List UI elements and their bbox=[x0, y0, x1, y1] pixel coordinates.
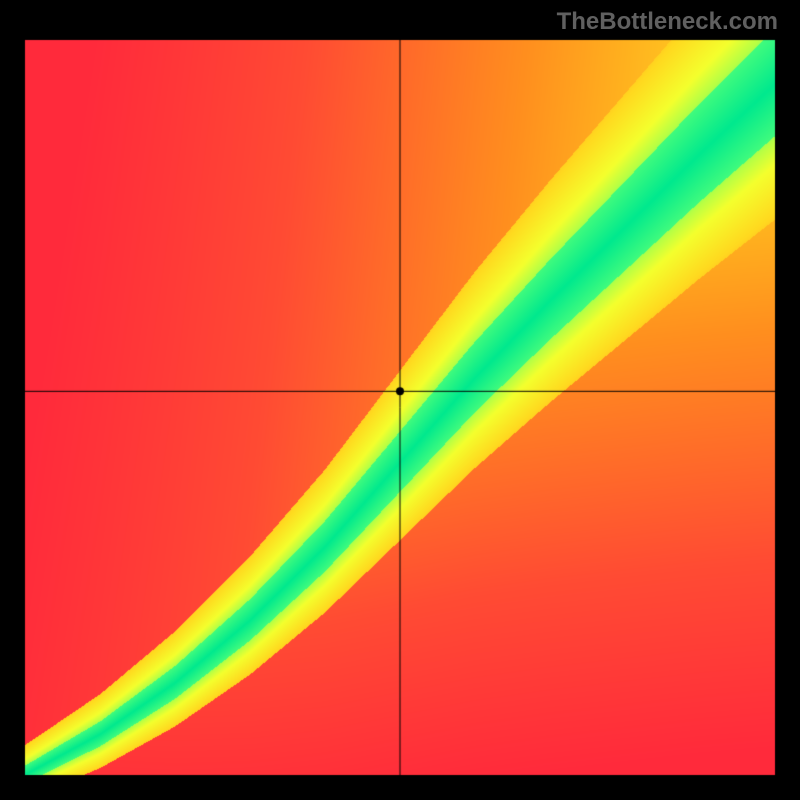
watermark-text: TheBottleneck.com bbox=[557, 8, 778, 36]
bottleneck-heatmap bbox=[0, 0, 800, 800]
